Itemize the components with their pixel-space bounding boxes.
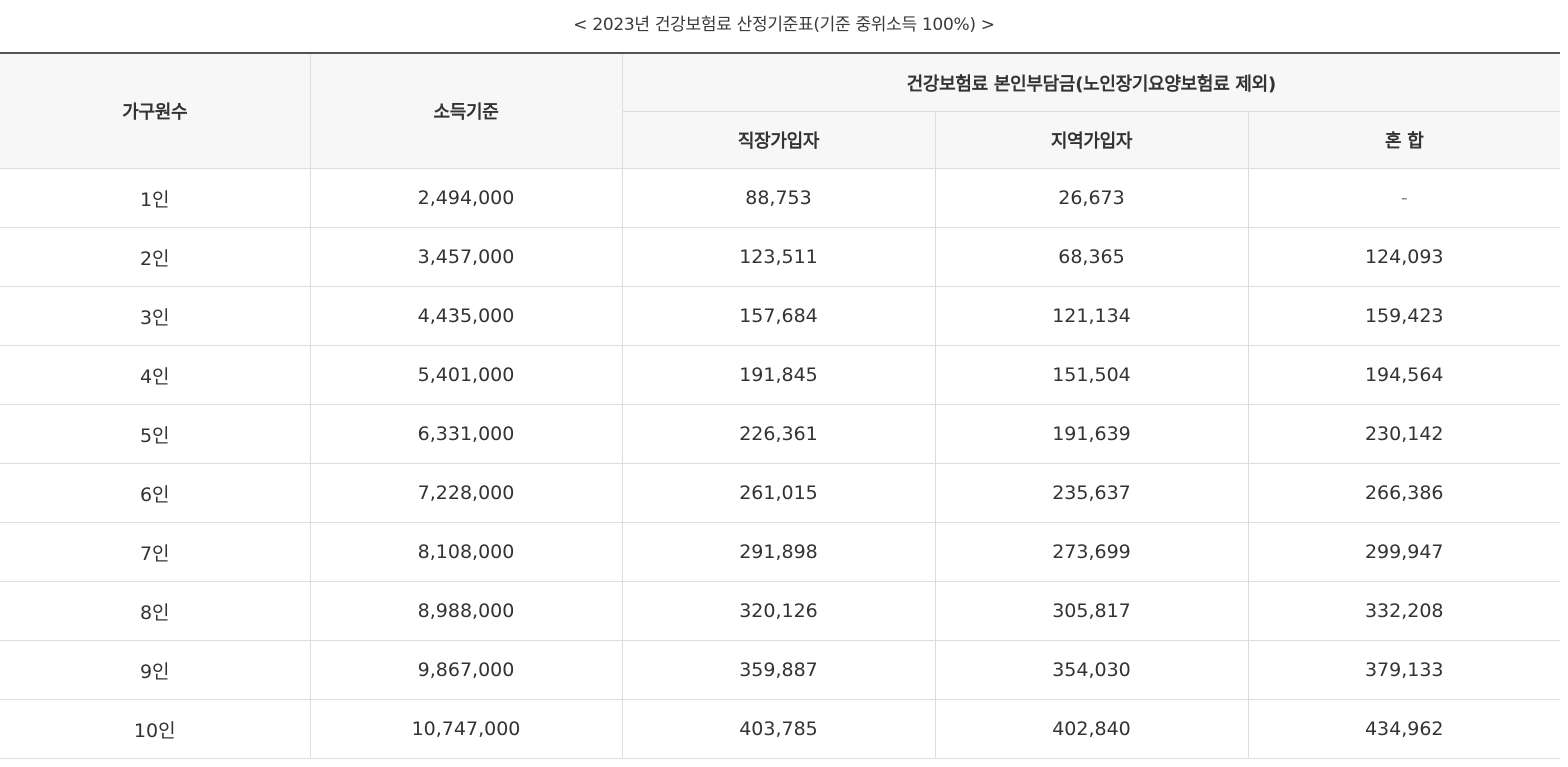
- header-mixed: 혼 합: [1247, 111, 1560, 169]
- cell-household: 10인: [0, 699, 311, 759]
- cell-employee: 123,511: [621, 227, 936, 287]
- cell-regional: 68,365: [934, 227, 1249, 287]
- cell-employee: 226,361: [621, 404, 936, 464]
- cell-regional: 402,840: [934, 699, 1249, 759]
- cell-regional: 121,134: [934, 286, 1249, 346]
- cell-household: 3인: [0, 286, 311, 346]
- table-header: 가구원수 소득기준 건강보험료 본인부담금(노인장기요양보험료 제외) 직장가입…: [0, 52, 1560, 169]
- cell-income: 7,228,000: [309, 463, 623, 523]
- cell-income: 10,747,000: [309, 699, 623, 759]
- header-regional: 지역가입자: [934, 111, 1249, 169]
- table-row: 4인 5,401,000 191,845 151,504 194,564: [0, 345, 1560, 405]
- cell-mixed: 379,133: [1247, 640, 1560, 700]
- cell-mixed: -: [1247, 168, 1560, 228]
- cell-mixed: 230,142: [1247, 404, 1560, 464]
- cell-employee: 157,684: [621, 286, 936, 346]
- cell-household: 1인: [0, 168, 311, 228]
- premium-table: 가구원수 소득기준 건강보험료 본인부담금(노인장기요양보험료 제외) 직장가입…: [0, 52, 1560, 759]
- cell-regional: 151,504: [934, 345, 1249, 405]
- table-row: 2인 3,457,000 123,511 68,365 124,093: [0, 227, 1560, 287]
- cell-regional: 26,673: [934, 168, 1249, 228]
- cell-mixed: 434,962: [1247, 699, 1560, 759]
- cell-household: 9인: [0, 640, 311, 700]
- cell-mixed: 124,093: [1247, 227, 1560, 287]
- table-row: 8인 8,988,000 320,126 305,817 332,208: [0, 581, 1560, 641]
- cell-employee: 191,845: [621, 345, 936, 405]
- cell-income: 9,867,000: [309, 640, 623, 700]
- cell-employee: 88,753: [621, 168, 936, 228]
- table-row: 9인 9,867,000 359,887 354,030 379,133: [0, 640, 1560, 700]
- cell-mixed: 266,386: [1247, 463, 1560, 523]
- cell-mixed: 332,208: [1247, 581, 1560, 641]
- header-income: 소득기준: [309, 52, 623, 169]
- header-household: 가구원수: [0, 52, 311, 169]
- header-premium-group: 건강보험료 본인부담금(노인장기요양보험료 제외): [621, 52, 1560, 112]
- cell-income: 3,457,000: [309, 227, 623, 287]
- cell-employee: 291,898: [621, 522, 936, 582]
- cell-income: 4,435,000: [309, 286, 623, 346]
- cell-income: 2,494,000: [309, 168, 623, 228]
- table-row: 1인 2,494,000 88,753 26,673 -: [0, 168, 1560, 228]
- cell-income: 6,331,000: [309, 404, 623, 464]
- cell-household: 7인: [0, 522, 311, 582]
- cell-household: 8인: [0, 581, 311, 641]
- cell-employee: 359,887: [621, 640, 936, 700]
- cell-employee: 403,785: [621, 699, 936, 759]
- cell-household: 6인: [0, 463, 311, 523]
- cell-regional: 235,637: [934, 463, 1249, 523]
- cell-mixed: 194,564: [1247, 345, 1560, 405]
- cell-employee: 320,126: [621, 581, 936, 641]
- cell-income: 8,108,000: [309, 522, 623, 582]
- table-row: 5인 6,331,000 226,361 191,639 230,142: [0, 404, 1560, 464]
- cell-mixed: 299,947: [1247, 522, 1560, 582]
- cell-regional: 354,030: [934, 640, 1249, 700]
- table-body: 1인 2,494,000 88,753 26,673 - 2인 3,457,00…: [0, 168, 1560, 759]
- cell-regional: 273,699: [934, 522, 1249, 582]
- cell-household: 5인: [0, 404, 311, 464]
- table-row: 10인 10,747,000 403,785 402,840 434,962: [0, 699, 1560, 759]
- cell-regional: 191,639: [934, 404, 1249, 464]
- table-caption: < 2023년 건강보험료 산정기준표(기준 중위소득 100%) >: [573, 15, 995, 35]
- header-employee: 직장가입자: [622, 111, 936, 169]
- cell-regional: 305,817: [934, 581, 1249, 641]
- cell-income: 5,401,000: [309, 345, 623, 405]
- cell-employee: 261,015: [621, 463, 936, 523]
- cell-household: 4인: [0, 345, 311, 405]
- table-row: 6인 7,228,000 261,015 235,637 266,386: [0, 463, 1560, 523]
- cell-income: 8,988,000: [309, 581, 623, 641]
- cell-mixed: 159,423: [1247, 286, 1560, 346]
- cell-household: 2인: [0, 227, 311, 287]
- table-row: 7인 8,108,000 291,898 273,699 299,947: [0, 522, 1560, 582]
- table-row: 3인 4,435,000 157,684 121,134 159,423: [0, 286, 1560, 346]
